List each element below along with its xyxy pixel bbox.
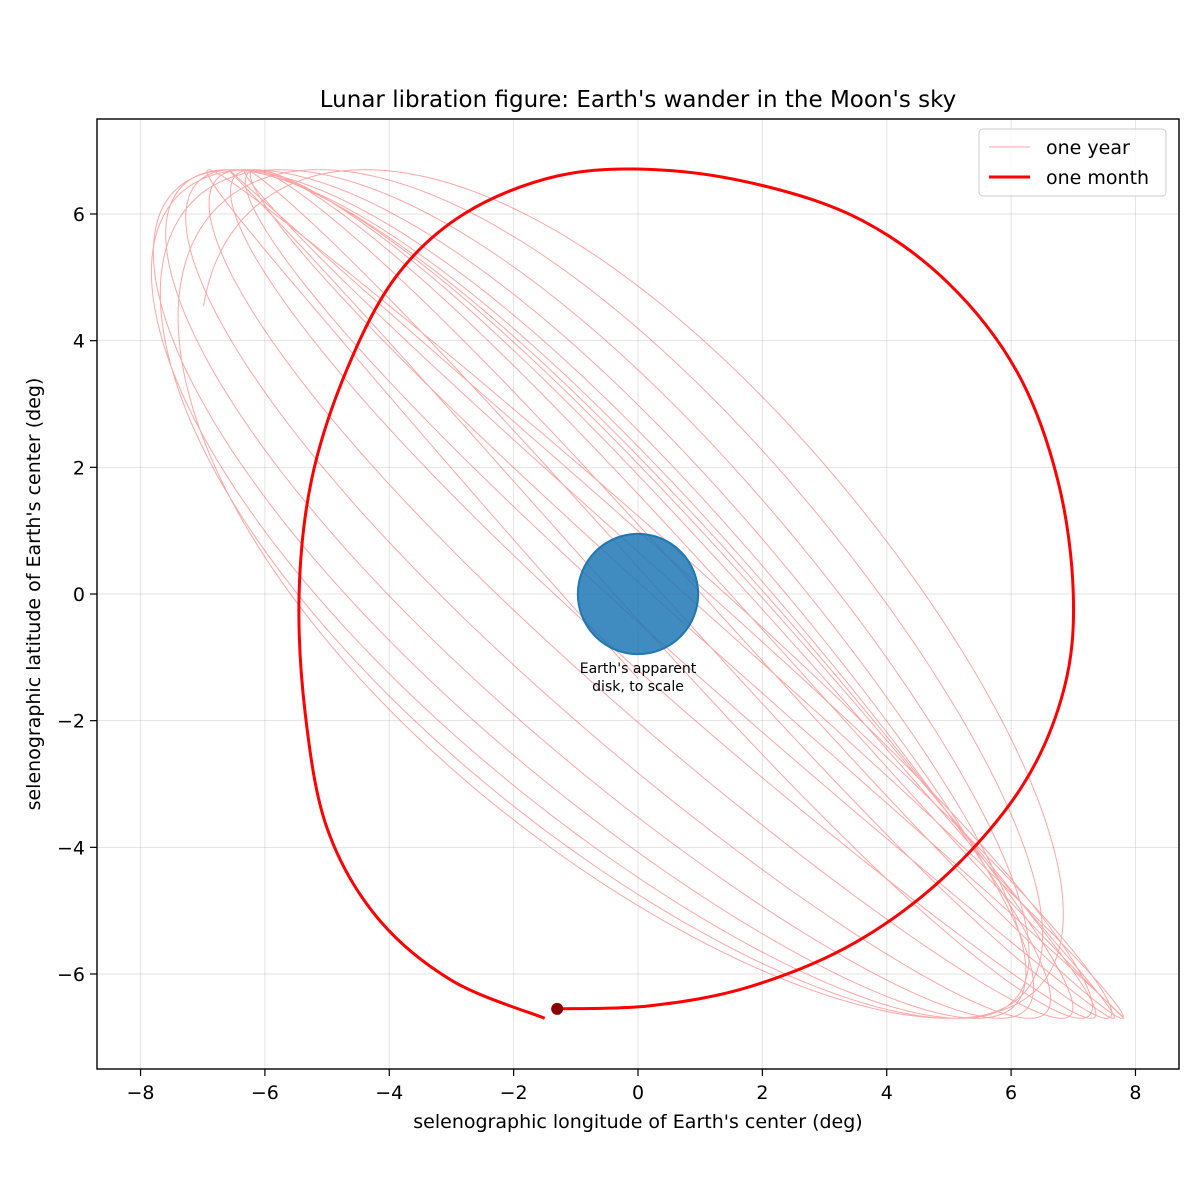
x-tick-label: 4	[881, 1082, 893, 1104]
y-axis-label: selenographic latitude of Earth's center…	[23, 378, 45, 811]
x-tick-label: −6	[251, 1082, 279, 1104]
y-tick-label: 0	[73, 584, 85, 606]
x-tick-label: 0	[632, 1082, 644, 1104]
y-tick-label: 6	[73, 204, 85, 226]
grid	[97, 119, 1179, 1069]
y-tick-label: 2	[73, 457, 85, 479]
x-tick-label: −4	[375, 1082, 403, 1104]
x-tick-label: 6	[1005, 1082, 1017, 1104]
earth-disk-caption: Earth's apparent	[580, 661, 697, 677]
legend-box	[978, 128, 1167, 197]
y-tick-label: 4	[73, 331, 85, 353]
legend-label-month: one month	[1046, 167, 1149, 189]
earth-disk	[576, 532, 700, 656]
month-series	[297, 167, 1076, 1020]
x-axis-label: selenographic longitude of Earth's cente…	[413, 1111, 862, 1133]
x-tick-label: −2	[500, 1082, 528, 1104]
legend-label-year: one year	[1046, 137, 1130, 159]
legend: one year one month	[978, 128, 1167, 197]
series-one-year	[150, 169, 1125, 1019]
chart-title: Lunar libration figure: Earth's wander i…	[320, 87, 956, 113]
ticks: −8 −6 −4 −2 0 2 4 6 8 −6 −4 −2 0 2 4 6	[57, 204, 1142, 1104]
x-tick-label: −8	[127, 1082, 155, 1104]
x-tick-label: 8	[1129, 1082, 1141, 1104]
y-tick-label: −4	[57, 837, 85, 859]
month-start-marker	[551, 1002, 564, 1015]
x-tick-label: 2	[756, 1082, 768, 1104]
y-tick-label: −2	[57, 711, 85, 733]
series-one-month	[297, 167, 1076, 1020]
year-series	[150, 169, 1125, 1019]
earth-disk-group: Earth's apparent disk, to scale	[576, 532, 700, 695]
y-tick-label: −6	[57, 964, 85, 986]
earth-disk-caption: disk, to scale	[592, 679, 684, 695]
